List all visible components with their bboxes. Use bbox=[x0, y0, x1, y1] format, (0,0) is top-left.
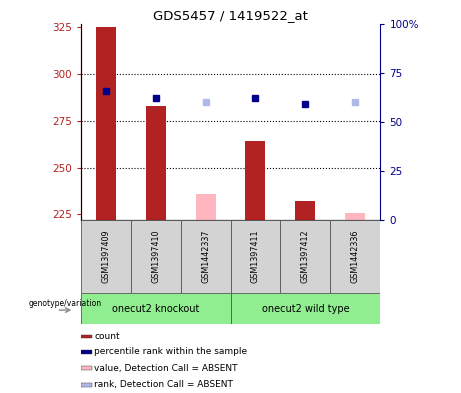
Bar bbox=[345, 213, 365, 220]
Bar bbox=[81, 293, 230, 324]
Bar bbox=[280, 220, 331, 293]
Bar bbox=[81, 383, 92, 387]
Text: value, Detection Call = ABSENT: value, Detection Call = ABSENT bbox=[94, 364, 238, 373]
Bar bbox=[195, 194, 216, 220]
Text: count: count bbox=[94, 332, 120, 341]
Bar bbox=[245, 141, 266, 220]
Bar bbox=[81, 350, 92, 354]
Text: GSM1442336: GSM1442336 bbox=[351, 230, 360, 283]
Text: onecut2 knockout: onecut2 knockout bbox=[112, 303, 199, 314]
Text: GSM1397410: GSM1397410 bbox=[151, 230, 160, 283]
Text: onecut2 wild type: onecut2 wild type bbox=[261, 303, 349, 314]
Bar bbox=[296, 201, 315, 220]
Bar bbox=[181, 220, 230, 293]
Bar bbox=[230, 220, 280, 293]
Text: GSM1397412: GSM1397412 bbox=[301, 230, 310, 283]
Text: genotype/variation: genotype/variation bbox=[28, 299, 101, 308]
Text: GSM1442337: GSM1442337 bbox=[201, 230, 210, 283]
Bar bbox=[81, 220, 130, 293]
Bar bbox=[96, 28, 116, 220]
Title: GDS5457 / 1419522_at: GDS5457 / 1419522_at bbox=[153, 9, 308, 22]
Text: rank, Detection Call = ABSENT: rank, Detection Call = ABSENT bbox=[94, 380, 233, 389]
Text: GSM1397409: GSM1397409 bbox=[101, 230, 110, 283]
Bar bbox=[230, 293, 380, 324]
Bar bbox=[81, 335, 92, 338]
Bar bbox=[331, 220, 380, 293]
Bar bbox=[81, 366, 92, 370]
Text: GSM1397411: GSM1397411 bbox=[251, 230, 260, 283]
Text: percentile rank within the sample: percentile rank within the sample bbox=[94, 347, 247, 356]
Bar bbox=[130, 220, 181, 293]
Bar bbox=[146, 106, 165, 220]
